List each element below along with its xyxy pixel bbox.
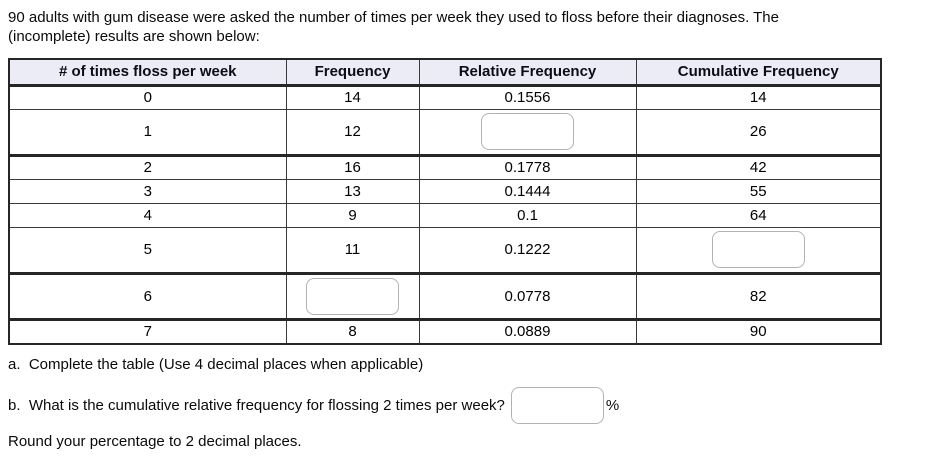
cell-times-4: 4 xyxy=(8,202,287,228)
cell-relative-5: 0.1222 xyxy=(418,226,637,275)
cell-cumulative-7: 90 xyxy=(635,318,882,345)
cell-times-7: 7 xyxy=(8,318,287,345)
rounding-instruction: Round your percentage to 2 decimal place… xyxy=(8,433,302,450)
cell-times-2: 2 xyxy=(8,154,287,180)
question-part-b: b. What is the cumulative relative frequ… xyxy=(8,387,935,424)
column-header-frequency: Frequency xyxy=(285,58,420,87)
problem-page: 90 adults with gum disease were asked th… xyxy=(0,8,935,470)
cumulative-frequency-input-row-5[interactable] xyxy=(711,231,805,268)
cell-relative-4: 0.1 xyxy=(418,202,637,228)
cell-frequency-4: 9 xyxy=(285,202,420,228)
cell-relative-6: 0.0778 xyxy=(418,272,637,321)
frequency-table: # of times floss per week Frequency Rela… xyxy=(8,58,882,345)
table-row: 6 0.0778 82 xyxy=(8,272,882,321)
table-row: 7 8 0.0889 90 xyxy=(8,318,882,345)
problem-statement: 90 adults with gum disease were asked th… xyxy=(8,8,935,46)
cell-cumulative-1: 26 xyxy=(635,108,882,157)
table-row: 2 16 0.1778 42 xyxy=(8,154,882,180)
table-row: 5 11 0.1222 xyxy=(8,226,882,275)
cell-frequency-1: 12 xyxy=(285,108,420,157)
cell-cumulative-0: 14 xyxy=(635,84,882,110)
table-row: 4 9 0.1 64 xyxy=(8,202,882,228)
cell-times-0: 0 xyxy=(8,84,287,110)
cell-frequency-5: 11 xyxy=(285,226,420,275)
cell-cumulative-2: 42 xyxy=(635,154,882,180)
table-row: 1 12 26 xyxy=(8,108,882,157)
cell-times-3: 3 xyxy=(8,178,287,204)
cell-cumulative-4: 64 xyxy=(635,202,882,228)
cell-cumulative-3: 55 xyxy=(635,178,882,204)
part-b-answer-input[interactable] xyxy=(510,387,604,424)
cell-frequency-6 xyxy=(285,272,420,321)
table-row: 3 13 0.1444 55 xyxy=(8,178,882,204)
column-header-times-per-week: # of times floss per week xyxy=(8,58,287,87)
cell-frequency-7: 8 xyxy=(285,318,420,345)
relative-frequency-input-row-1[interactable] xyxy=(481,113,574,150)
question-part-b-text: b. What is the cumulative relative frequ… xyxy=(8,397,505,414)
cell-relative-2: 0.1778 xyxy=(418,154,637,180)
percent-sign: % xyxy=(605,397,620,414)
frequency-input-row-6[interactable] xyxy=(306,277,399,315)
cell-relative-0: 0.1556 xyxy=(418,84,637,110)
cell-frequency-3: 13 xyxy=(285,178,420,204)
cell-relative-3: 0.1444 xyxy=(418,178,637,204)
question-part-a: a. Complete the table (Use 4 decimal pla… xyxy=(8,356,424,373)
cell-relative-1 xyxy=(418,108,637,157)
cell-times-5: 5 xyxy=(8,226,287,275)
column-header-relative-frequency: Relative Frequency xyxy=(418,58,637,87)
cell-cumulative-5 xyxy=(635,226,882,275)
cell-relative-7: 0.0889 xyxy=(418,318,637,345)
problem-statement-line-2: (incomplete) results are shown below: xyxy=(8,28,260,45)
table-header-row: # of times floss per week Frequency Rela… xyxy=(8,58,882,87)
column-header-cumulative-frequency: Cumulative Frequency xyxy=(635,58,882,87)
cell-frequency-0: 14 xyxy=(285,84,420,110)
cell-cumulative-6: 82 xyxy=(635,272,882,321)
table-row: 0 14 0.1556 14 xyxy=(8,84,882,110)
cell-times-6: 6 xyxy=(8,272,287,321)
cell-frequency-2: 16 xyxy=(285,154,420,180)
cell-times-1: 1 xyxy=(8,108,287,157)
problem-statement-line-1: 90 adults with gum disease were asked th… xyxy=(8,9,779,26)
